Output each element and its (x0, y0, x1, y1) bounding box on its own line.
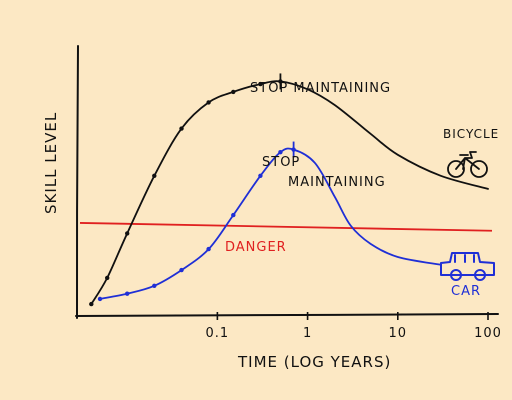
car-stop-label: STOP (262, 155, 300, 170)
bicycle-label: BICYCLE (443, 127, 499, 141)
bicycle-point-5 (206, 100, 211, 105)
bicycle-point-7 (258, 81, 263, 87)
bicycle-line (90, 80, 489, 305)
bicycle-point-1 (105, 275, 110, 281)
danger-label: DANGER (225, 240, 287, 255)
car-point-1 (125, 291, 130, 296)
y-axis-label: SKILL LEVEL (42, 112, 60, 214)
car-point-4 (206, 246, 211, 252)
axes (75, 45, 499, 319)
car-point-6 (258, 173, 263, 178)
danger-threshold-line (79, 222, 493, 232)
y-axis-line (76, 45, 79, 319)
car-maintaining-label: MAINTAINING (288, 175, 386, 190)
car-point-0 (97, 296, 103, 302)
bicycle-point-4 (179, 126, 184, 131)
x-ticks: 0.1 1 10 100 (206, 312, 502, 341)
car-point-5 (231, 212, 236, 218)
car-point-7 (278, 150, 283, 155)
bicycle-point-3 (152, 173, 157, 178)
car-point-2 (152, 283, 157, 288)
x-tick-label-3: 100 (474, 326, 502, 341)
car-label: CAR (451, 284, 481, 299)
bicycle-point-2 (125, 231, 130, 236)
x-tick-label-2: 10 (389, 326, 408, 341)
x-axis-label: TIME (LOG YEARS) (237, 353, 391, 371)
x-tick-label-1: 1 (303, 326, 312, 341)
bicycle-point-6 (231, 89, 236, 95)
bicycle-stop-maintaining-label: STOP MAINTAINING (250, 81, 391, 96)
danger-threshold (79, 222, 493, 232)
bicycle-point-0 (89, 301, 94, 307)
car-point-3 (179, 267, 184, 273)
x-tick-label-0: 0.1 (206, 326, 230, 341)
series-layer (89, 73, 489, 307)
car-icon (440, 252, 495, 281)
x-axis-line (75, 313, 499, 317)
bicycle-icon (447, 151, 488, 178)
